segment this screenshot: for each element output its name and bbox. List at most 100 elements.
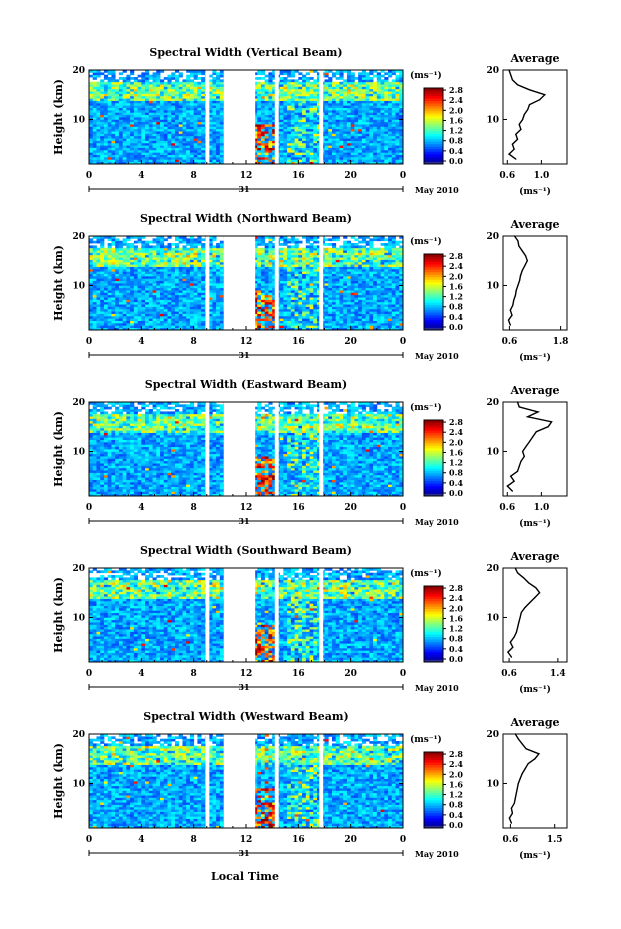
- heatmap-cell: [268, 138, 273, 141]
- heatmap-cell: [253, 86, 258, 90]
- heatmap-cell: [174, 135, 180, 139]
- heatmap-cell: [216, 86, 221, 90]
- heatmap-cell: [107, 271, 112, 274]
- heatmap-cell: [189, 74, 195, 78]
- heatmap-cell: [287, 109, 292, 113]
- heatmap-cell: [148, 247, 153, 251]
- heatmap-cell: [141, 257, 146, 260]
- heatmap-cell: [189, 306, 195, 310]
- heatmap-cell: [133, 133, 138, 137]
- heatmap-cell: [283, 81, 288, 85]
- heatmap-cell: [141, 114, 146, 118]
- heatmap-cell: [174, 287, 180, 291]
- heatmap-cell: [328, 117, 333, 120]
- heatmap-cell: [264, 154, 269, 158]
- heatmap-cell: [279, 133, 284, 137]
- heatmap-cell: [130, 131, 135, 134]
- heatmap-cell: [399, 91, 404, 94]
- heatmap-cell: [171, 247, 176, 251]
- heatmap-cell: [189, 318, 195, 321]
- heatmap-cell: [118, 318, 124, 321]
- heatmap-cell: [174, 145, 180, 148]
- heatmap-cell: [182, 81, 187, 85]
- heatmap-cell: [189, 70, 195, 73]
- heatmap-cell: [126, 250, 131, 253]
- heatmap-cell: [89, 297, 94, 300]
- heatmap-cell: [193, 161, 198, 165]
- heatmap-cell: [388, 159, 393, 163]
- heatmap-cell: [361, 140, 367, 144]
- heatmap-cell: [264, 140, 269, 144]
- heatmap-cell: [287, 102, 292, 106]
- heatmap-cell: [100, 275, 105, 279]
- heatmap-cell: [167, 299, 172, 303]
- heatmap-cell: [92, 149, 97, 153]
- heatmap-cell: [346, 121, 352, 125]
- heatmap-cell: [212, 142, 217, 146]
- heatmap-cell: [160, 112, 165, 116]
- heatmap-cell: [156, 133, 161, 137]
- heatmap-cell: [253, 105, 258, 108]
- heatmap-cell: [171, 133, 176, 137]
- heatmap-cell: [324, 147, 329, 151]
- heatmap-cell: [216, 147, 221, 151]
- heatmap-cell: [167, 109, 172, 113]
- heatmap-cell: [380, 135, 385, 139]
- heatmap-cell: [107, 161, 112, 165]
- heatmap-cell: [305, 84, 310, 87]
- heatmap-cell: [145, 149, 150, 153]
- heatmap-cell: [305, 131, 310, 134]
- heatmap-cell: [103, 290, 109, 293]
- heatmap-cell: [178, 88, 183, 92]
- heatmap-cell: [163, 145, 168, 148]
- heatmap-cell: [328, 114, 333, 118]
- heatmap-cell: [358, 98, 363, 101]
- heatmap-cell: [156, 135, 161, 139]
- heatmap-cell: [290, 74, 295, 78]
- heatmap-cell: [115, 294, 120, 298]
- heatmap-cell: [171, 257, 176, 260]
- heatmap-cell: [182, 236, 187, 239]
- heatmap-cell: [365, 152, 370, 155]
- heatmap-cell: [163, 147, 168, 151]
- heatmap-cell: [253, 145, 258, 148]
- heatmap-cell: [122, 131, 127, 134]
- heatmap-cell: [283, 140, 288, 144]
- heatmap-cell: [216, 257, 221, 260]
- heatmap-cell: [171, 102, 176, 106]
- heatmap-cell: [287, 112, 292, 116]
- heatmap-cell: [189, 81, 195, 85]
- heatmap-cell: [346, 126, 352, 130]
- heatmap-cell: [253, 77, 258, 80]
- heatmap-cell: [294, 86, 299, 90]
- heatmap-cell: [133, 318, 138, 321]
- heatmap-cell: [182, 149, 187, 153]
- heatmap-cell: [141, 159, 146, 163]
- heatmap-cell: [376, 159, 381, 163]
- heatmap-cell: [92, 278, 97, 282]
- heatmap-cell: [324, 154, 329, 158]
- heatmap-cell: [219, 275, 224, 279]
- heatmap-cell: [167, 140, 172, 144]
- heatmap-cell: [219, 156, 224, 160]
- heatmap-cell: [189, 311, 195, 314]
- heatmap-cell: [152, 325, 157, 329]
- heatmap-cell: [313, 112, 318, 116]
- heatmap-cell: [152, 268, 157, 272]
- heatmap-cell: [201, 294, 206, 298]
- heatmap-cell: [193, 105, 198, 108]
- heatmap-cell: [107, 247, 112, 251]
- heatmap-cell: [197, 306, 202, 310]
- heatmap-cell: [96, 128, 101, 132]
- heatmap-cell: [107, 128, 112, 132]
- heatmap-cell: [328, 86, 333, 90]
- heatmap-cell: [130, 102, 135, 106]
- heatmap-cell: [197, 259, 202, 263]
- heatmap-cell: [216, 102, 221, 106]
- heatmap-cell: [331, 91, 337, 94]
- heatmap-cell: [193, 297, 198, 300]
- heatmap-cell: [126, 311, 131, 314]
- heatmap-cell: [391, 133, 396, 137]
- heatmap-cell: [141, 112, 146, 116]
- heatmap-cell: [174, 98, 180, 101]
